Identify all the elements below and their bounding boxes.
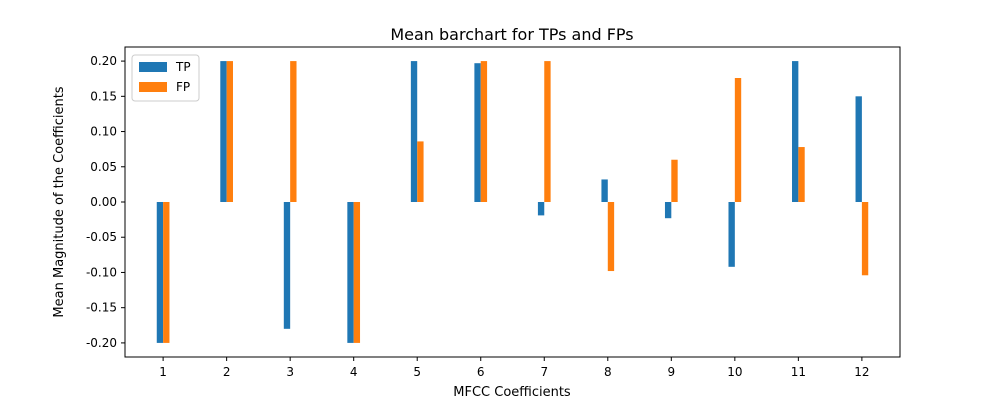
bar-tp-6 [474,63,481,202]
plot-area-frame [124,46,901,358]
y-tick-label: -0.10 [86,265,117,279]
x-tick-label: 8 [604,365,612,379]
x-tick-label: 6 [477,365,485,379]
y-tick-label: 0.00 [90,195,117,209]
x-tick-label: 2 [223,365,231,379]
y-tick-label: 0.20 [90,54,117,68]
bars-group [156,61,869,343]
y-tick-label: -0.20 [86,336,117,350]
bar-tp-11 [792,61,799,202]
legend-label-tp: TP [175,60,191,74]
x-tick-label: 1 [159,365,167,379]
bar-fp-12 [861,202,869,276]
bar-tp-10 [728,202,735,267]
bar-fp-11 [798,147,805,202]
legend-swatch-tp [139,62,167,72]
bar-tp-8 [601,179,608,202]
y-tick-label: 0.15 [90,89,117,103]
bar-fp-4 [353,202,361,343]
chart-title: Mean barchart for TPs and FPs [390,25,633,44]
bar-fp-2 [226,61,233,202]
bar-tp-4 [347,202,354,343]
x-tick-label: 4 [350,365,358,379]
x-axis-ticks: 1 2 3 4 5 6 7 8 9 10 11 12 [159,357,870,379]
x-tick-label: 7 [540,365,548,379]
legend-swatch-fp [139,82,167,92]
bar-fp-7 [544,61,551,202]
y-tick-label: 0.10 [90,125,117,139]
y-tick-label: -0.05 [86,230,117,244]
bar-fp-9 [671,159,678,202]
bar-tp-5 [410,61,418,202]
x-axis-title: MFCC Coefficients [453,385,571,400]
x-tick-label: 5 [413,365,421,379]
bar-fp-3 [290,61,297,202]
y-tick-label: 0.05 [90,160,117,174]
legend-label-fp: FP [176,80,190,94]
bar-tp-7 [537,202,545,216]
bar-tp-1 [156,202,164,343]
x-tick-label: 11 [791,365,806,379]
bar-tp-2 [220,61,227,202]
legend: TP FP [131,54,200,102]
bar-tp-3 [283,202,291,329]
y-tick-label: -0.15 [86,301,117,315]
bar-fp-10 [734,78,742,202]
x-tick-label: 12 [854,365,869,379]
y-axis-ticks: -0.20 -0.15 -0.10 -0.05 0.00 0.05 0.10 0.15 0.20 [86,54,125,350]
bar-tp-9 [664,202,672,219]
bar-fp-8 [607,202,615,272]
x-tick-label: 3 [286,365,294,379]
y-axis-title: Mean Magnitude of the Coefficients [52,86,67,317]
bar-tp-12 [855,96,862,202]
bar-fp-5 [417,141,424,202]
bar-fp-1 [163,202,170,343]
x-tick-label: 9 [667,365,675,379]
x-tick-label: 10 [727,365,742,379]
bar-fp-6 [480,61,488,202]
